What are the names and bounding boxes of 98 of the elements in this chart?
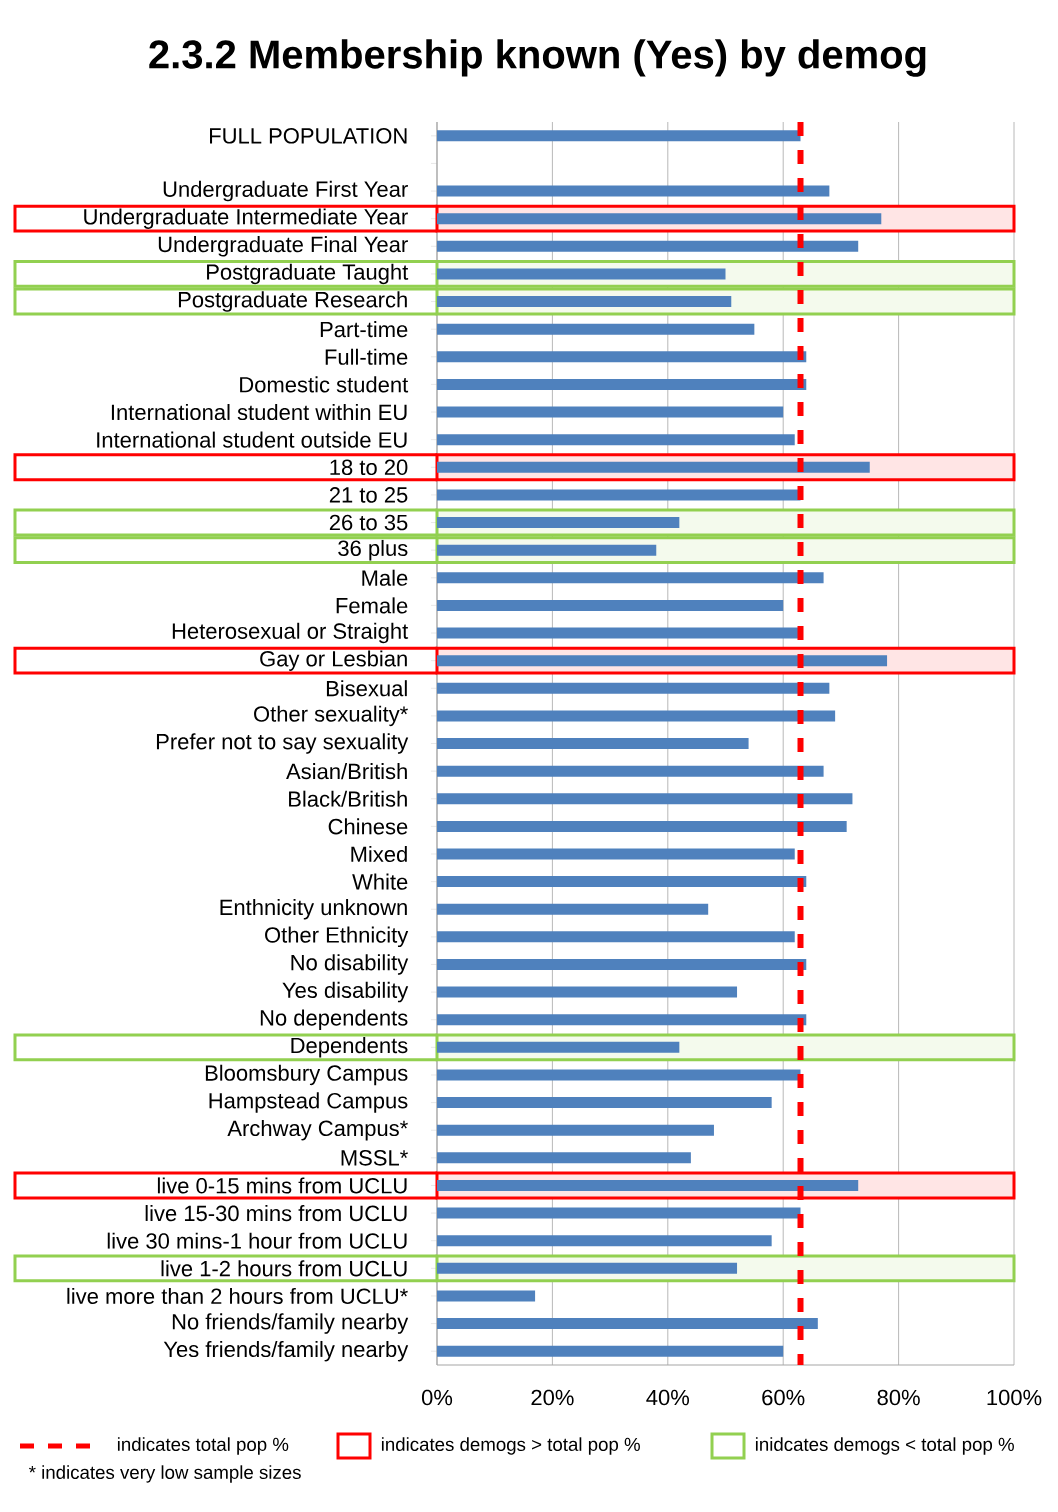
y-tick-label: Chinese <box>328 818 408 835</box>
bar <box>436 517 680 529</box>
bar <box>436 544 657 556</box>
x-tick-label: 0% <box>421 1389 453 1406</box>
x-tick-label: 40% <box>646 1389 690 1406</box>
y-tick-label: Undergraduate Intermediate Year <box>84 208 408 229</box>
y-tick-label: Other Ethnicity <box>265 926 409 948</box>
y-tick-label: Domestic student <box>240 376 409 393</box>
bar <box>436 986 738 998</box>
y-tick-label: No dependents <box>260 1009 408 1030</box>
bar <box>436 489 801 501</box>
bar <box>436 1097 772 1109</box>
bar <box>436 1041 680 1053</box>
bar <box>436 213 882 225</box>
bar <box>436 1318 818 1330</box>
x-tick-label: 80% <box>877 1389 920 1406</box>
y-tick-label: Bisexual <box>326 680 407 697</box>
bar <box>436 1262 738 1274</box>
y-tick-label: Other sexuality* <box>254 705 408 727</box>
y-tick-label: International student outside EU <box>97 431 407 448</box>
chart-title: 2.3.2 Membership known (Yes) by demog <box>149 39 926 77</box>
bar <box>436 1345 784 1357</box>
bar <box>436 710 836 722</box>
bar <box>436 434 795 446</box>
y-tick-label: live 30 mins-1 hour from UCLU <box>107 1232 407 1249</box>
y-tick-label: Archway Campus* <box>227 1119 408 1141</box>
bar <box>436 1207 801 1219</box>
bar <box>436 627 801 639</box>
y-tick-label: 21 to 25 <box>329 487 408 503</box>
bar <box>436 1014 807 1026</box>
bar <box>436 1179 859 1191</box>
bar <box>436 406 784 418</box>
y-tick-label: 36 plus <box>338 539 408 561</box>
bar <box>436 958 807 970</box>
y-tick-label: Female <box>336 597 408 614</box>
bar <box>436 903 709 915</box>
text: indicates demogs > total pop % <box>381 1437 640 1455</box>
bar <box>436 765 824 777</box>
y-tick-label: Gay or Lesbian <box>260 650 407 671</box>
y-tick-label: Full-time <box>325 348 408 365</box>
bar <box>436 682 830 694</box>
bar <box>436 130 801 142</box>
y-tick-label: Mixed <box>351 845 407 863</box>
y-tick-label: Dependents <box>291 1037 408 1058</box>
y-tick-label: Prefer not to say sexuality <box>156 733 409 754</box>
y-tick-label: 18 to 20 <box>330 459 408 476</box>
y-tick-label: Yes friends/family nearby <box>163 1340 409 1362</box>
y-tick-label: Enthnicity unknown <box>220 899 407 920</box>
bar <box>436 351 807 363</box>
y-tick-label: Undergraduate First Year <box>163 180 408 202</box>
x-tick-label: 60% <box>762 1389 805 1406</box>
y-tick-label: Black/British <box>289 790 407 807</box>
y-tick-label: Heterosexual or Straight <box>172 622 409 644</box>
y-tick-label: Male <box>362 569 408 586</box>
text: * indicates very low sample sizes <box>29 1465 301 1483</box>
y-tick-label: International student within EU <box>111 403 407 421</box>
y-tick-label: 26 to 35 <box>329 514 408 531</box>
y-tick-label: Part-time <box>320 321 408 338</box>
y-tick-label: Hampstead Campus <box>209 1092 408 1113</box>
bar <box>436 185 830 197</box>
y-tick-label: Yes disability <box>282 981 409 1003</box>
bar <box>436 323 755 335</box>
y-tick-label: No friends/family nearby <box>172 1313 409 1334</box>
legend-label: indicates total pop % <box>117 1437 289 1455</box>
y-tick-label: Asian/British <box>286 763 407 780</box>
bar <box>436 931 795 943</box>
bar <box>436 240 859 252</box>
bar <box>436 572 824 584</box>
bar <box>436 1124 714 1136</box>
bar <box>436 820 847 832</box>
y-tick-label: No disability <box>291 954 409 975</box>
y-tick-label: live 1-2 hours from UCLU <box>161 1260 407 1277</box>
bar <box>436 1235 772 1247</box>
bar <box>436 461 870 473</box>
bar <box>436 793 853 805</box>
bar <box>436 1152 691 1164</box>
y-tick-label: live 0-15 mins from UCLU <box>157 1177 407 1194</box>
y-tick-label: Postgraduate Taught <box>207 263 409 285</box>
x-tick-label: 100% <box>987 1389 1042 1406</box>
text: inidcates demogs < total pop % <box>755 1437 1014 1455</box>
y-tick-label: Bloomsbury Campus <box>205 1064 408 1086</box>
y-tick-label: White <box>352 873 408 890</box>
y-tick-label: FULL POPULATION <box>210 128 407 144</box>
x-tick-label: 20% <box>531 1389 574 1406</box>
y-tick-label: MSSL* <box>341 1150 408 1166</box>
bar <box>436 599 784 611</box>
bar <box>436 1290 536 1302</box>
bar <box>436 738 749 750</box>
bar <box>436 268 726 280</box>
bar <box>436 1069 801 1081</box>
bar <box>436 848 795 860</box>
y-tick-label: live 15-30 mins from UCLU <box>145 1205 407 1222</box>
y-tick-label: Postgraduate Research <box>178 291 407 312</box>
bar <box>436 378 807 390</box>
bar <box>436 876 807 888</box>
y-tick-label: live more than 2 hours from UCLU* <box>67 1287 408 1305</box>
y-tick-label: Undergraduate Final Year <box>158 236 408 257</box>
bar <box>436 296 732 308</box>
